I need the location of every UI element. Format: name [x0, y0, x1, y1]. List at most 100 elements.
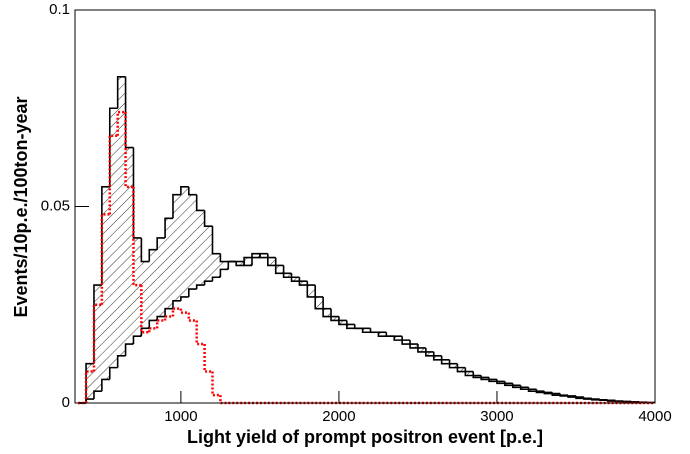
histogram-bin — [124, 76, 134, 149]
histogram-bin — [116, 355, 126, 368]
histogram-bin — [195, 320, 205, 346]
x-tick-label: 3000 — [480, 408, 513, 425]
hatched-band — [307, 285, 316, 297]
histogram-bin — [164, 217, 173, 238]
hatched-band — [394, 336, 403, 341]
y-axis-title: Events/10p.e./100ton-year — [11, 96, 31, 317]
histogram-bin — [306, 281, 316, 286]
histogram-bin — [567, 395, 576, 397]
hatched-band — [252, 253, 260, 258]
histogram-bin — [267, 253, 276, 259]
histogram-bin — [180, 186, 189, 195]
hatched-band — [425, 351, 434, 356]
hatched-band — [141, 261, 150, 329]
histogram-bin — [92, 303, 102, 372]
histogram-bin — [171, 307, 181, 317]
hatched-band — [449, 363, 458, 368]
histogram-bin — [543, 391, 553, 394]
plot-frame — [74, 9, 656, 404]
histogram-bin — [456, 367, 466, 373]
histogram-bin — [480, 375, 490, 379]
x-tick-label: 2000 — [322, 408, 355, 425]
histogram-bin — [211, 226, 221, 255]
histogram-bin — [448, 359, 458, 365]
histogram-bin — [298, 281, 308, 286]
hatched-band — [291, 277, 300, 282]
hatched-band — [496, 381, 505, 384]
hatched-band — [196, 210, 205, 286]
hatched-band — [267, 257, 276, 266]
histogram-bin — [148, 327, 158, 333]
histogram-bin — [227, 260, 237, 270]
histogram-bin — [282, 273, 292, 279]
histogram-bin — [164, 307, 173, 317]
histogram-bin — [101, 378, 110, 392]
histogram-bin — [172, 300, 181, 309]
histogram-bin — [330, 316, 339, 322]
y-tick-label: 0 — [62, 394, 70, 411]
histogram-bin — [519, 385, 529, 389]
histogram-bin — [425, 347, 434, 353]
histogram-bin — [180, 296, 189, 301]
hatched-band — [275, 265, 284, 274]
hatched-band — [125, 147, 134, 345]
histogram-bin — [187, 288, 197, 297]
hatched-band — [441, 359, 450, 364]
histogram-bin — [172, 193, 181, 219]
hatched-band — [410, 344, 418, 348]
histogram-bin — [464, 367, 474, 373]
hatched-band — [481, 377, 490, 380]
histogram-bin — [132, 186, 142, 287]
hatched-band — [504, 383, 513, 386]
histogram-bin — [322, 296, 332, 310]
hatched-band — [165, 218, 173, 309]
histogram-bin — [156, 315, 166, 321]
histogram-bin — [432, 351, 442, 357]
histogram-bin — [179, 308, 189, 314]
histogram-bin — [116, 76, 126, 109]
histogram-bin — [187, 186, 197, 196]
hatched-band — [417, 347, 426, 352]
histogram-bin — [156, 237, 166, 250]
histogram-bin — [282, 265, 292, 275]
histogram-bin — [535, 389, 545, 393]
histogram-bin — [132, 335, 142, 345]
histogram-bin — [401, 336, 411, 341]
histogram-bin — [440, 359, 450, 365]
histogram-bin — [259, 252, 268, 258]
hatched-band — [528, 389, 537, 392]
histogram-bin — [140, 327, 150, 337]
histogram-bin — [219, 395, 229, 405]
histogram-bin — [456, 363, 466, 369]
histogram-bin — [330, 308, 339, 318]
histogram-bin — [598, 399, 608, 401]
x-tick-label: 4000 — [638, 408, 671, 425]
x-tick-label: 1000 — [164, 408, 197, 425]
hatched-band — [212, 253, 221, 278]
hatched-band — [204, 226, 213, 282]
histogram-bin — [274, 265, 284, 275]
hatched-band — [133, 237, 142, 337]
histogram-bin — [472, 371, 482, 377]
histogram-bin — [385, 332, 395, 337]
histogram-bin — [369, 328, 379, 334]
hatched-band — [101, 186, 110, 380]
histogram-bin — [401, 340, 411, 345]
y-tick-label: 0.05 — [41, 197, 70, 214]
hatched-band — [402, 340, 411, 345]
histogram-bin — [116, 110, 126, 136]
histogram-bin — [124, 343, 134, 356]
histogram-bin — [93, 284, 102, 364]
histogram-bin — [583, 397, 592, 400]
hatched-band — [457, 367, 466, 372]
histogram-bin — [575, 395, 584, 398]
histogram-bin — [314, 285, 324, 298]
histogram-bin — [163, 315, 173, 321]
hatched-band — [157, 237, 166, 317]
hatched-band — [180, 186, 189, 297]
histogram-bin — [132, 147, 142, 239]
histogram-bin — [425, 351, 434, 357]
hatched-band — [323, 308, 332, 317]
histogram-bin — [274, 257, 284, 267]
